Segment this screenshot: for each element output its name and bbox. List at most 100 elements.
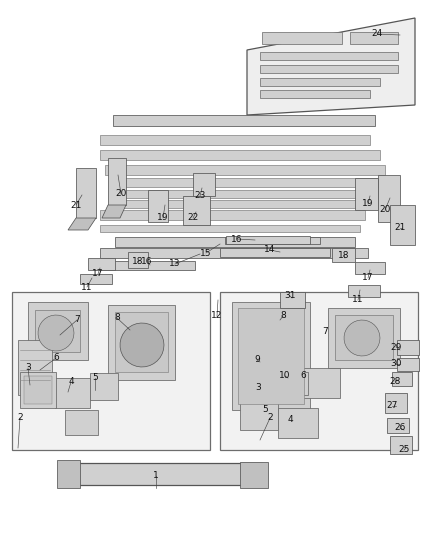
Text: 11: 11	[352, 295, 364, 304]
Text: 23: 23	[194, 191, 206, 200]
Polygon shape	[35, 310, 80, 352]
Text: 13: 13	[169, 260, 181, 269]
Text: 2: 2	[17, 414, 23, 423]
Text: 20: 20	[379, 206, 391, 214]
Text: 7: 7	[322, 327, 328, 336]
Polygon shape	[115, 237, 355, 247]
Text: 6: 6	[300, 372, 306, 381]
Polygon shape	[68, 218, 96, 230]
Polygon shape	[350, 32, 398, 44]
Text: 27: 27	[386, 401, 398, 410]
Polygon shape	[302, 368, 340, 398]
Polygon shape	[80, 274, 112, 284]
FancyBboxPatch shape	[390, 436, 412, 454]
Polygon shape	[100, 150, 380, 160]
Text: 2: 2	[267, 414, 273, 423]
Polygon shape	[102, 205, 126, 218]
Polygon shape	[120, 323, 164, 367]
Polygon shape	[20, 372, 56, 408]
Polygon shape	[148, 190, 168, 222]
Polygon shape	[240, 400, 278, 430]
Polygon shape	[62, 463, 262, 485]
FancyBboxPatch shape	[397, 340, 419, 355]
Text: 7: 7	[74, 316, 80, 325]
Text: 3: 3	[25, 364, 31, 373]
Text: 17: 17	[362, 273, 374, 282]
Text: 4: 4	[287, 416, 293, 424]
Polygon shape	[100, 135, 370, 145]
Polygon shape	[226, 236, 310, 244]
Text: 9: 9	[254, 356, 260, 365]
Text: 16: 16	[231, 235, 243, 244]
Polygon shape	[100, 225, 360, 232]
Polygon shape	[390, 205, 415, 245]
Text: 31: 31	[284, 292, 296, 301]
Polygon shape	[55, 378, 90, 408]
Text: 8: 8	[114, 313, 120, 322]
Text: 6: 6	[53, 353, 59, 362]
Text: 5: 5	[92, 374, 98, 383]
Polygon shape	[38, 315, 74, 351]
Polygon shape	[220, 248, 330, 257]
Polygon shape	[335, 315, 393, 360]
Text: 3: 3	[255, 384, 261, 392]
Text: 22: 22	[187, 214, 198, 222]
Polygon shape	[240, 372, 268, 400]
Text: 30: 30	[390, 359, 402, 368]
FancyBboxPatch shape	[385, 393, 407, 413]
Text: 21: 21	[71, 200, 82, 209]
Polygon shape	[128, 252, 148, 268]
Polygon shape	[90, 373, 118, 400]
Text: 18: 18	[132, 257, 144, 266]
Polygon shape	[220, 292, 418, 450]
Polygon shape	[76, 168, 96, 218]
Polygon shape	[332, 248, 355, 262]
Text: 17: 17	[92, 270, 104, 279]
Text: 8: 8	[280, 311, 286, 320]
Polygon shape	[12, 292, 210, 450]
FancyBboxPatch shape	[392, 372, 412, 386]
Text: 18: 18	[338, 251, 350, 260]
Polygon shape	[110, 178, 385, 187]
Polygon shape	[262, 32, 342, 44]
Text: 1: 1	[153, 472, 159, 481]
Polygon shape	[280, 292, 305, 308]
Polygon shape	[57, 460, 80, 488]
Polygon shape	[344, 320, 380, 356]
FancyBboxPatch shape	[397, 358, 419, 371]
Polygon shape	[260, 52, 398, 60]
Polygon shape	[105, 165, 385, 175]
Polygon shape	[378, 175, 400, 222]
Text: 19: 19	[157, 214, 169, 222]
Polygon shape	[18, 340, 52, 395]
Polygon shape	[260, 78, 380, 86]
Polygon shape	[65, 410, 98, 435]
Text: 24: 24	[371, 29, 383, 38]
Polygon shape	[328, 308, 400, 368]
Text: 20: 20	[115, 190, 127, 198]
Polygon shape	[24, 376, 52, 404]
Polygon shape	[238, 308, 304, 404]
Polygon shape	[120, 190, 375, 198]
Polygon shape	[260, 65, 398, 73]
Polygon shape	[183, 196, 210, 225]
Text: 29: 29	[390, 343, 402, 351]
Text: 4: 4	[68, 377, 74, 386]
Polygon shape	[108, 305, 175, 380]
Polygon shape	[100, 261, 195, 270]
Text: 21: 21	[394, 223, 406, 232]
Polygon shape	[108, 158, 126, 205]
Polygon shape	[260, 90, 370, 98]
Polygon shape	[113, 115, 375, 126]
Polygon shape	[355, 178, 378, 210]
Polygon shape	[100, 210, 365, 220]
Polygon shape	[232, 302, 310, 410]
Polygon shape	[28, 302, 88, 360]
Text: 19: 19	[362, 199, 374, 208]
FancyBboxPatch shape	[387, 418, 409, 433]
Polygon shape	[247, 18, 415, 115]
Polygon shape	[225, 237, 320, 244]
Text: 15: 15	[200, 248, 212, 257]
Polygon shape	[270, 372, 308, 395]
Polygon shape	[88, 258, 115, 270]
